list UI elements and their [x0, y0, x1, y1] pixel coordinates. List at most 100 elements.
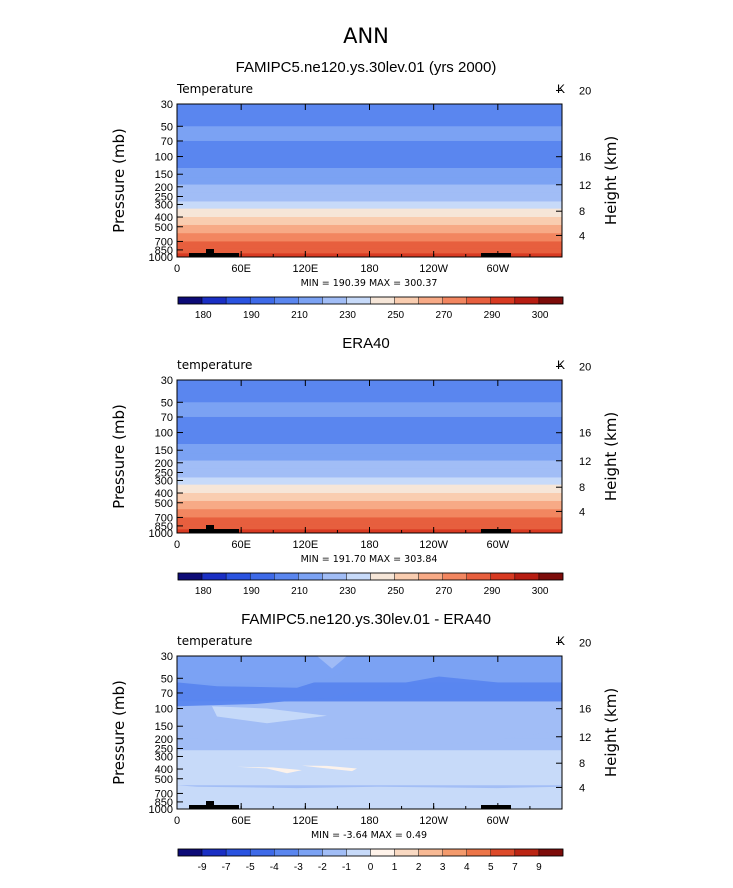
contour-blob — [177, 726, 562, 745]
x-tick-label: 120E — [292, 539, 318, 551]
field-label: Temperature — [176, 82, 253, 96]
y-right-tick-label: 12 — [579, 456, 591, 468]
y-tick-label: 100 — [155, 428, 173, 440]
colorbar-swatch — [249, 296, 275, 305]
y-tick-label: 70 — [161, 412, 173, 424]
y-right-tick-label: 12 — [579, 732, 591, 744]
y-right-tick-label: 16 — [579, 428, 591, 440]
colorbar-swatch — [370, 848, 395, 857]
land-mask — [481, 253, 511, 257]
contour-layer — [177, 416, 562, 445]
colorbar-swatch — [442, 848, 467, 857]
unit-label: K — [557, 634, 565, 648]
contour-layer — [177, 140, 562, 169]
contour-blob — [177, 785, 562, 789]
y-tick-label: 300 — [155, 475, 173, 487]
colorbar-swatch — [418, 296, 443, 305]
y-right-tick-label: 20 — [579, 361, 591, 373]
contour-blob — [212, 706, 327, 724]
y-tick-label: 50 — [161, 673, 173, 685]
contour-layer — [177, 460, 562, 470]
colorbar-label: 180 — [195, 586, 212, 597]
y-axis-label: Pressure (mb) — [110, 404, 128, 509]
x-tick-label: 0 — [174, 263, 180, 275]
y-tick-label: 400 — [155, 764, 173, 776]
land-mask — [189, 529, 239, 533]
colorbar-label: 190 — [243, 310, 260, 321]
colorbar-swatch — [370, 296, 395, 305]
colorbar-label: 190 — [243, 586, 260, 597]
colorbar-label: -4 — [270, 862, 279, 873]
x-tick-label: 60W — [487, 815, 510, 827]
y-tick-label: 150 — [155, 169, 173, 181]
contour-layer — [177, 500, 562, 510]
y-tick-label: 300 — [155, 751, 173, 763]
colorbar-swatch — [394, 848, 419, 857]
colorbar-frame — [177, 572, 564, 581]
panel-difference: FAMIPC5.ne120.ys.30lev.01 - ERA40 tempera… — [110, 611, 620, 873]
y-tick-label: 150 — [155, 721, 173, 733]
colorbar-label: -7 — [222, 862, 231, 873]
colorbar-swatch — [466, 848, 492, 857]
page-title: ANN — [343, 24, 389, 48]
stats-label: MIN = 190.39 MAX = 300.37 — [301, 278, 438, 289]
y-tick-label: 150 — [155, 445, 173, 457]
colorbar-label: 300 — [532, 310, 549, 321]
y-tick-label: 250 — [155, 468, 173, 480]
colorbar-label: 230 — [339, 586, 356, 597]
colorbar-swatch — [225, 296, 251, 305]
y-tick-label: 1000 — [149, 528, 173, 540]
contour-layer — [177, 453, 562, 462]
colorbar-swatch — [274, 572, 299, 581]
contour-blob — [237, 766, 302, 774]
x-tick-label: 180 — [360, 815, 378, 827]
contour-layer — [177, 233, 562, 243]
colorbar-swatch — [298, 848, 323, 857]
y-right-tick-label: 20 — [579, 637, 591, 649]
contour-layer — [177, 738, 562, 751]
colorbar-swatch — [322, 296, 347, 305]
panel-era40: ERA40 temperature K 0 60E 120E 180 120W 60W 30 50 7… — [110, 335, 620, 597]
land-mask — [206, 801, 214, 805]
x-tick-label: 120W — [419, 263, 448, 275]
y-tick-label: 1000 — [149, 804, 173, 816]
colorbar-swatch — [249, 572, 275, 581]
colorbar-label: 7 — [512, 862, 518, 873]
colorbar-swatch — [177, 296, 203, 305]
x-tick-label: 0 — [174, 815, 180, 827]
y-tick-label: 1000 — [149, 252, 173, 264]
colorbar-label: 1 — [392, 862, 398, 873]
y-tick-label: 850 — [155, 521, 173, 533]
colorbar-frame — [177, 296, 564, 305]
y-right-tick-label: 12 — [579, 180, 591, 192]
y-right-axis-label: Height (km) — [602, 688, 620, 777]
colorbar-swatch — [538, 848, 564, 857]
land-mask — [481, 529, 511, 533]
y-tick-label: 70 — [161, 688, 173, 700]
contour-blob — [317, 656, 347, 669]
contour-layer — [177, 484, 562, 494]
x-tick-label: 120E — [292, 815, 318, 827]
colorbar-label: 4 — [464, 862, 470, 873]
colorbar-label: 210 — [291, 586, 308, 597]
chart-title: FAMIPC5.ne120.ys.30lev.01 (yrs 2000) — [236, 59, 497, 76]
land-mask — [189, 253, 239, 257]
contour-layer — [177, 192, 562, 203]
colorbar-label: -9 — [198, 862, 207, 873]
colorbar-label: 180 — [195, 310, 212, 321]
colorbar-label: 270 — [436, 310, 453, 321]
contour-layer — [177, 167, 562, 178]
colorbar-label: -5 — [246, 862, 255, 873]
field-label: temperature — [177, 634, 252, 648]
x-tick-label: 180 — [360, 263, 378, 275]
x-tick-label: 0 — [174, 539, 180, 551]
contour-layer — [177, 177, 562, 186]
colorbar-swatch — [514, 296, 540, 305]
colorbar-label: 9 — [536, 862, 542, 873]
colorbar-label: 300 — [532, 586, 549, 597]
x-tick-label: 120E — [292, 263, 318, 275]
colorbar-swatch — [442, 572, 467, 581]
contour-layer — [177, 468, 562, 479]
x-tick-label: 60E — [231, 539, 251, 551]
y-tick-label: 50 — [161, 397, 173, 409]
